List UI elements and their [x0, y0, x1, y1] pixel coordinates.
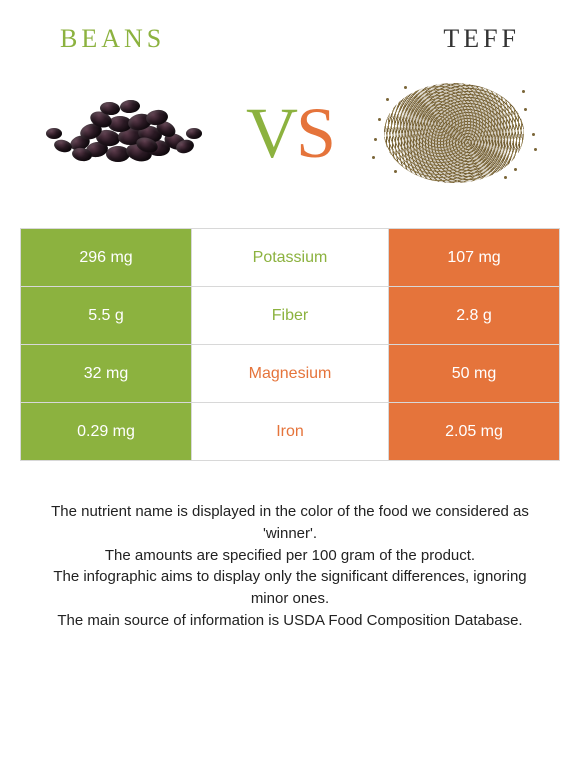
title-left: BEANS: [60, 24, 165, 54]
food-image-right: [364, 78, 544, 188]
cell-nutrient-name: Iron: [191, 403, 389, 460]
nutrient-table: 296 mgPotassium107 mg5.5 gFiber2.8 g32 m…: [20, 228, 560, 461]
footnotes: The nutrient name is displayed in the co…: [20, 501, 560, 632]
food-image-left: [36, 78, 216, 188]
cell-right-value: 107 mg: [389, 229, 559, 286]
cell-left-value: 0.29 mg: [21, 403, 191, 460]
title-right: Teff: [443, 24, 520, 54]
cell-nutrient-name: Potassium: [191, 229, 389, 286]
cell-nutrient-name: Magnesium: [191, 345, 389, 402]
cell-left-value: 5.5 g: [21, 287, 191, 344]
cell-left-value: 32 mg: [21, 345, 191, 402]
footnote-line: The infographic aims to display only the…: [36, 566, 544, 610]
cell-nutrient-name: Fiber: [191, 287, 389, 344]
footnote-line: The amounts are specified per 100 gram o…: [36, 545, 544, 567]
cell-left-value: 296 mg: [21, 229, 191, 286]
table-row: 296 mgPotassium107 mg: [21, 229, 559, 287]
footnote-line: The nutrient name is displayed in the co…: [36, 501, 544, 545]
cell-right-value: 2.8 g: [389, 287, 559, 344]
hero-row: VS: [20, 78, 560, 188]
table-row: 0.29 mgIron2.05 mg: [21, 403, 559, 461]
cell-right-value: 50 mg: [389, 345, 559, 402]
vs-v: V: [246, 93, 296, 173]
footnote-line: The main source of information is USDA F…: [36, 610, 544, 632]
vs-s: S: [296, 93, 334, 173]
vs-label: VS: [246, 92, 334, 175]
table-row: 5.5 gFiber2.8 g: [21, 287, 559, 345]
table-row: 32 mgMagnesium50 mg: [21, 345, 559, 403]
cell-right-value: 2.05 mg: [389, 403, 559, 460]
title-row: BEANS Teff: [20, 24, 560, 54]
